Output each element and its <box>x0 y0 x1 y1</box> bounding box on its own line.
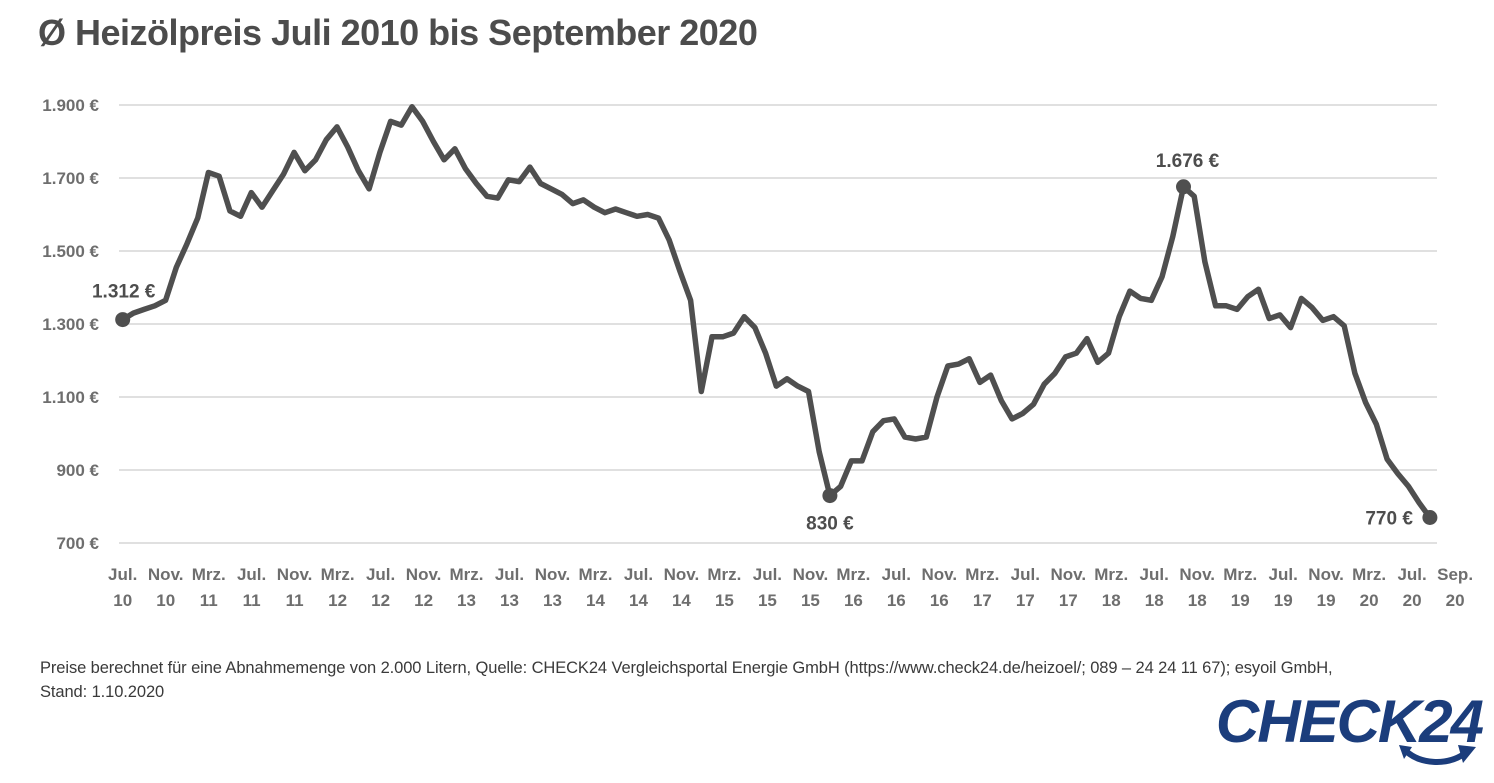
y-axis-label: 900 € <box>56 461 99 480</box>
x-axis-label: Jul. 15 <box>753 565 782 610</box>
x-axis-label: Jul. 18 <box>1140 565 1169 610</box>
data-point-peak-2018 <box>1176 179 1191 195</box>
x-axis-label: Jul. 10 <box>108 565 137 610</box>
x-axis-label: Jul. 12 <box>366 565 395 610</box>
annotation-end: 770 € <box>1365 509 1413 530</box>
x-axis-label: Mrz. 14 <box>579 565 613 610</box>
x-axis-label: Jul. 20 <box>1397 565 1426 610</box>
data-point-start <box>115 312 131 328</box>
data-point-low-2016 <box>822 488 838 504</box>
x-axis-label: Jul. 16 <box>882 565 911 610</box>
y-axis-label: 1.300 € <box>42 315 99 334</box>
x-axis-label: Jul. 11 <box>237 565 266 610</box>
x-axis-label: Nov. 14 <box>664 565 700 610</box>
x-axis-label: Mrz. 17 <box>965 565 999 610</box>
x-axis-label: Nov. 18 <box>1179 565 1215 610</box>
source-note-line1: Preise berechnet für eine Abnahmemenge v… <box>40 659 1333 677</box>
x-axis-label: Jul. 14 <box>624 565 653 610</box>
x-axis-label: Nov. 11 <box>277 565 313 610</box>
x-axis-label: Nov. 10 <box>148 565 184 610</box>
x-axis-label: Mrz. 11 <box>192 565 226 610</box>
x-axis-label: Mrz. 18 <box>1094 565 1128 610</box>
annotation-start: 1.312 € <box>92 282 156 303</box>
x-axis-label: Jul. 17 <box>1011 565 1040 610</box>
price-line <box>119 104 1433 521</box>
x-axis-label: Nov. 19 <box>1308 565 1344 610</box>
x-axis-label: Mrz. 12 <box>321 565 355 610</box>
x-axis-label: Mrz. 13 <box>450 565 484 610</box>
y-axis-label: 1.100 € <box>42 388 99 407</box>
y-axis-label: 700 € <box>56 534 99 553</box>
check24-logo-text: CHECK24 <box>1215 688 1484 755</box>
check24-logo: CHECK24 <box>1215 688 1484 772</box>
chart-title: Ø Heizölpreis Juli 2010 bis September 20… <box>38 12 758 53</box>
x-axis-label: Nov. 16 <box>922 565 958 610</box>
source-note: Preise berechnet für eine Abnahmemenge v… <box>40 656 1440 704</box>
x-axis-label: Nov. 13 <box>535 565 571 610</box>
data-point-end <box>1422 510 1438 525</box>
source-note-line2: Stand: 1.10.2020 <box>40 683 165 701</box>
x-axis-label: Jul. 13 <box>495 565 524 610</box>
x-axis-label: Nov. 15 <box>793 565 829 610</box>
check24-swoosh-arrow-icon <box>1399 745 1476 765</box>
y-axis-label: 1.500 € <box>42 242 99 261</box>
x-axis-label: Mrz. 20 <box>1352 565 1386 610</box>
x-axis-label: Sep. 20 <box>1437 565 1473 610</box>
annotation-low-2016: 830 € <box>806 514 854 535</box>
heating-oil-price-chart: 1.900 € 1.700 € 1.500 € 1.300 € 1.100 € 900 €… <box>42 96 1473 610</box>
x-axis-label: Mrz. 19 <box>1223 565 1257 610</box>
x-axis-label: Mrz. 16 <box>836 565 870 610</box>
x-axis-label: Nov. 12 <box>406 565 442 610</box>
x-axis-label: Nov. 17 <box>1051 565 1087 610</box>
x-axis-label: Mrz. 15 <box>707 565 741 610</box>
annotation-peak-2018: 1.676 € <box>1156 151 1220 172</box>
y-axis-label: 1.900 € <box>42 96 99 115</box>
y-axis-label: 1.700 € <box>42 169 99 188</box>
x-axis-label: Jul. 19 <box>1269 565 1298 610</box>
